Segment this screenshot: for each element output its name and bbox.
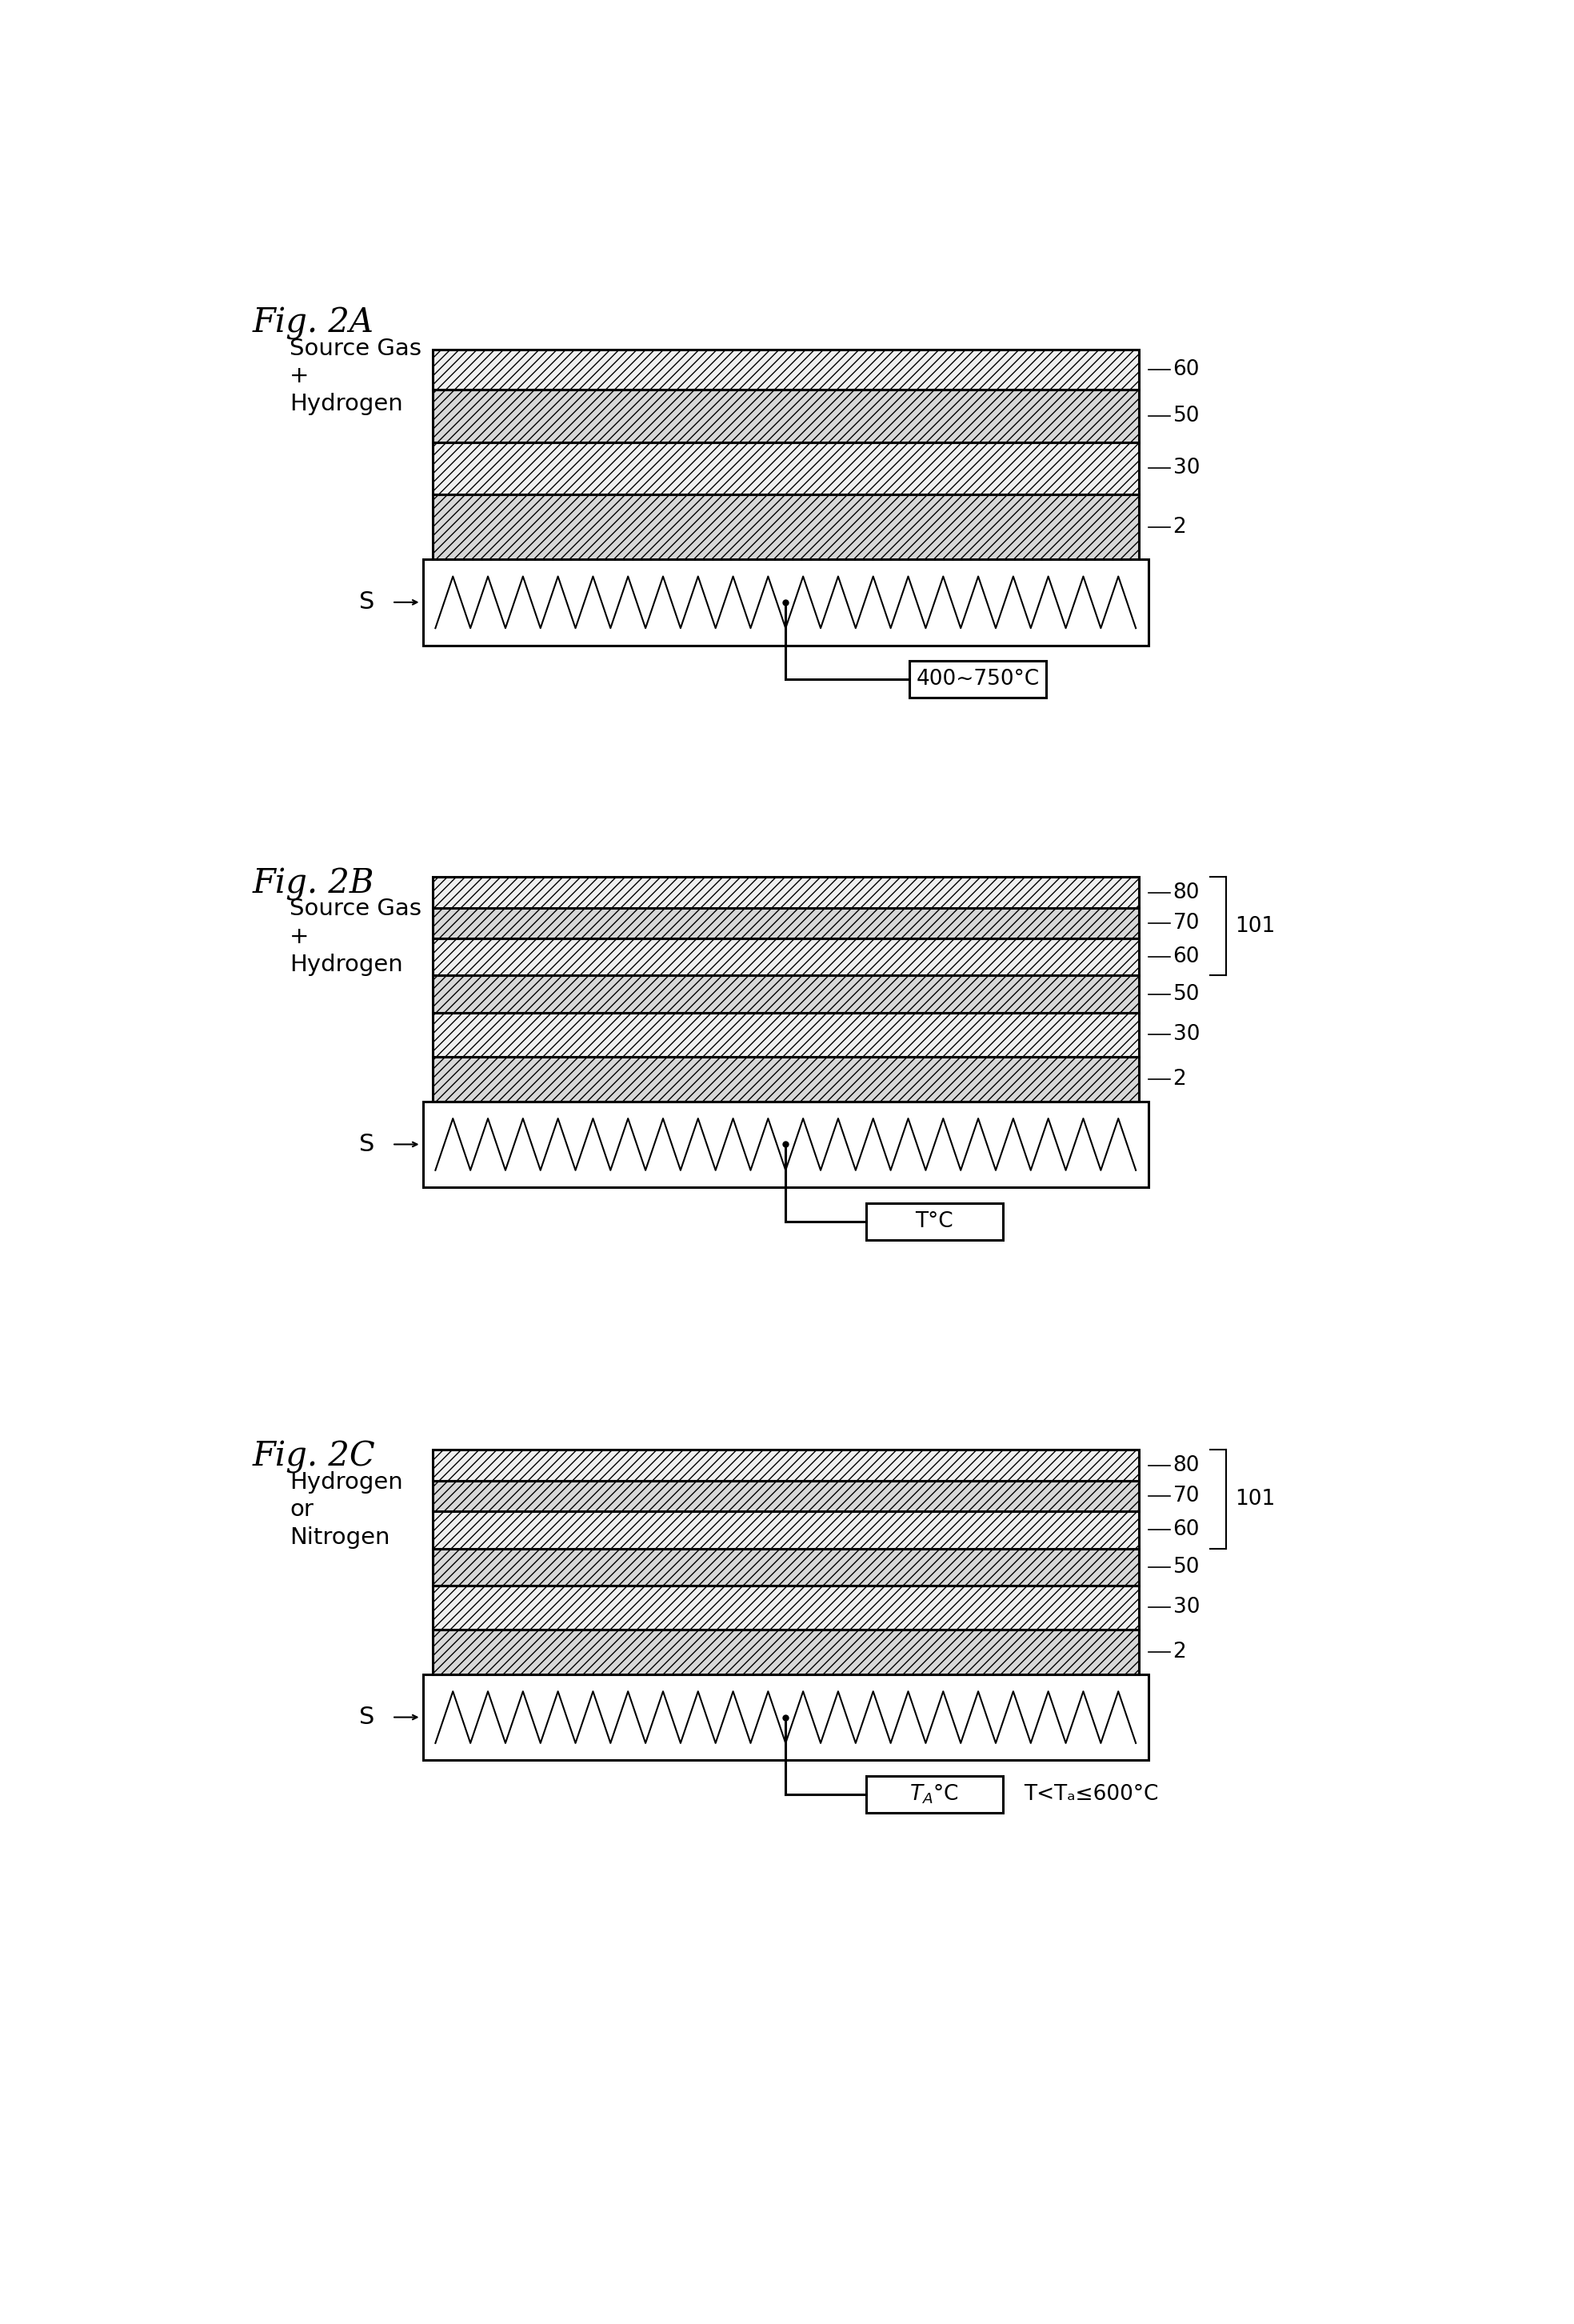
Text: Fig. 2B: Fig. 2B	[252, 867, 375, 902]
Bar	[433, 1629, 1140, 1673]
Bar	[866, 1776, 1003, 1813]
Text: Hydrogen: Hydrogen	[290, 953, 403, 976]
Text: 30: 30	[1173, 458, 1199, 479]
Text: S: S	[359, 590, 375, 614]
Text: ⇒: ⇒	[538, 1483, 565, 1515]
Text: 60: 60	[1173, 360, 1199, 381]
Bar	[433, 495, 1140, 560]
Text: 400∼750°C: 400∼750°C	[916, 669, 1039, 690]
Text: 30: 30	[1173, 1025, 1199, 1046]
Text: 2: 2	[1173, 516, 1187, 537]
Bar	[433, 1585, 1140, 1629]
Text: Hydrogen: Hydrogen	[290, 1471, 403, 1494]
Text: Hydrogen: Hydrogen	[290, 393, 403, 416]
Bar	[433, 390, 1140, 442]
Text: T<Tₐ≤600°C: T<Tₐ≤600°C	[1025, 1785, 1158, 1806]
Text: +: +	[290, 925, 310, 948]
Text: 101: 101	[1236, 1490, 1275, 1511]
Bar	[433, 1480, 1140, 1511]
Bar	[433, 349, 1140, 390]
Bar	[433, 1511, 1140, 1548]
Text: 70: 70	[1173, 1485, 1199, 1506]
Text: S: S	[359, 1132, 375, 1155]
Text: 70: 70	[1173, 913, 1199, 934]
Text: 80: 80	[1173, 883, 1199, 902]
Bar	[433, 1057, 1140, 1102]
Bar	[433, 909, 1140, 939]
Text: 2: 2	[1173, 1069, 1187, 1090]
Text: T°C: T°C	[916, 1211, 954, 1232]
Text: Source Gas: Source Gas	[290, 897, 422, 920]
Bar	[433, 442, 1140, 495]
Bar	[910, 660, 1047, 697]
Bar	[433, 1450, 1140, 1480]
Text: $T_A$°C: $T_A$°C	[910, 1783, 959, 1806]
Text: 50: 50	[1173, 407, 1199, 425]
Text: 60: 60	[1173, 946, 1199, 967]
Text: ⇒: ⇒	[538, 909, 565, 944]
Text: Fig. 2C: Fig. 2C	[252, 1441, 376, 1473]
Text: Source Gas: Source Gas	[290, 337, 422, 360]
Text: Nitrogen: Nitrogen	[290, 1527, 390, 1548]
Bar	[433, 1548, 1140, 1585]
Text: 2: 2	[1173, 1641, 1187, 1662]
Text: 30: 30	[1173, 1597, 1199, 1618]
Text: 60: 60	[1173, 1520, 1199, 1541]
Bar	[866, 1204, 1003, 1239]
Text: S: S	[359, 1706, 375, 1729]
Text: Fig. 2A: Fig. 2A	[252, 307, 375, 339]
Text: ⇒: ⇒	[538, 349, 565, 381]
Bar	[433, 1013, 1140, 1057]
Bar	[433, 939, 1140, 976]
Text: 80: 80	[1173, 1455, 1199, 1476]
Text: +: +	[290, 365, 310, 388]
Bar	[433, 876, 1140, 909]
Text: 50: 50	[1173, 1557, 1199, 1578]
Text: 50: 50	[1173, 983, 1199, 1004]
Bar	[433, 976, 1140, 1013]
Bar	[423, 1673, 1147, 1759]
Text: or: or	[290, 1499, 313, 1520]
Bar	[423, 560, 1147, 646]
Bar	[423, 1102, 1147, 1188]
Text: 101: 101	[1236, 916, 1275, 937]
